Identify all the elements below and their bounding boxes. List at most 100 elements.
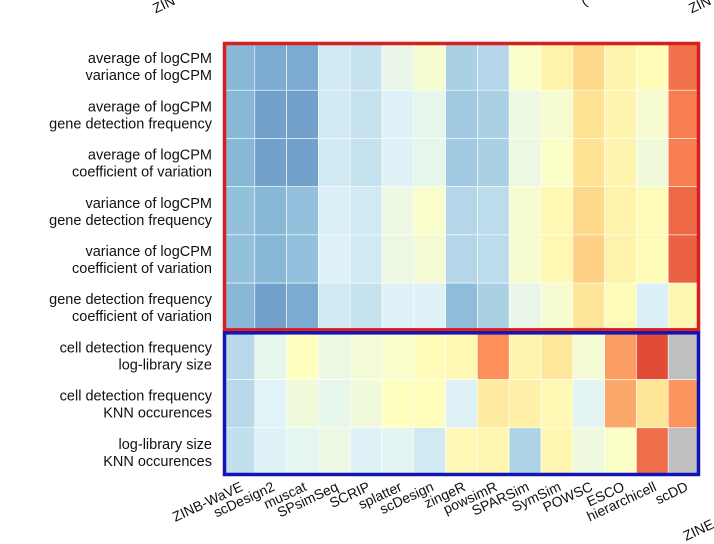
heatmap-cell-r3-c12 [604,186,637,236]
row-label-8-line-2: KNN occurences [103,454,212,470]
heatmap-cell-r0-c12 [604,41,637,91]
heatmap-cell-r3-c11 [572,186,605,236]
group-outline-1 [222,41,701,332]
heatmap-cell-r0-c9 [508,41,542,91]
heatmap-cell-r6-c2 [286,331,319,380]
heatmap-cell-r8-c4 [349,427,383,477]
row-label-4-line-2: coefficient of variation [72,261,212,277]
heatmap-cell-r1-c5 [381,89,415,139]
heatmap-cell-r2-c6 [413,138,446,187]
heatmap-cell-r5-c0 [222,282,256,332]
heatmap-cell-r7-c11 [572,379,605,429]
heatmap-cell-r3-c2 [286,186,319,236]
heatmap-cell-r6-c13 [636,331,669,380]
heatmap-cell-r0-c2 [286,41,319,91]
heatmap-cell-r1-c3 [318,89,351,139]
heatmap-cell-r5-c13 [636,282,669,332]
heatmap-cell-r2-c12 [604,138,637,187]
heatmap-cell-r7-c5 [381,379,415,429]
heatmap-cell-r4-c8 [477,234,510,284]
row-label-7-line-1: cell detection frequency [60,389,213,405]
heatmap-cell-r1-c14 [667,89,701,139]
heatmap-cell-r3-c5 [381,186,415,236]
heatmap-cell-r4-c7 [445,234,478,284]
column-labels: ZINB-WaVEscDesign2muscatSPsimSeqSCRIPspl… [170,478,691,525]
heatmap-cell-r4-c3 [318,234,351,284]
heatmap-cell-r5-c3 [318,282,351,332]
heatmap-cell-r8-c12 [604,427,637,477]
heatmap-cell-r7-c9 [508,379,542,429]
row-label-7-line-2: KNN occurences [103,406,212,422]
heatmap-cell-r8-c2 [286,427,319,477]
heatmap-cell-r5-c2 [286,282,319,332]
heatmap-cell-r4-c12 [604,234,637,284]
heatmap-cell-r0-c5 [381,41,415,91]
heatmap-cell-r7-c1 [254,379,287,429]
heatmap-cell-r5-c10 [540,282,574,332]
heatmap-cell-r7-c3 [318,379,351,429]
heatmap-cell-r5-c9 [508,282,542,332]
heatmap-cell-r4-c11 [572,234,605,284]
heatmap-cell-r1-c4 [349,89,383,139]
heatmap-cell-r2-c5 [381,138,415,187]
heatmap-cell-r7-c6 [413,379,446,429]
heatmap-cell-r6-c12 [604,331,637,380]
row-label-5-line-2: coefficient of variation [72,309,212,325]
heatmap-cell-r8-c5 [381,427,415,477]
edge-label-bottom-right: ZINE [681,516,714,544]
heatmap-cell-r1-c12 [604,89,637,139]
heatmap-cell-r1-c7 [445,89,478,139]
heatmap-cell-r2-c4 [349,138,383,187]
heatmap-cell-r6-c5 [381,331,415,380]
heatmap-cell-r1-c13 [636,89,669,139]
heatmap-cells [222,41,701,477]
row-label-1-line-2: gene detection frequency [49,116,213,132]
heatmap-cell-r4-c5 [381,234,415,284]
heatmap-cell-r1-c9 [508,89,542,139]
row-label-0-line-2: variance of logCPM [85,68,212,84]
heatmap-cell-r8-c1 [254,427,287,477]
column-label-14: scDD [653,478,691,507]
heatmap-cell-r5-c11 [572,282,605,332]
row-label-5-line-1: gene detection frequency [49,292,213,308]
heatmap-cell-r5-c12 [604,282,637,332]
heatmap-cell-r4-c2 [286,234,319,284]
heatmap-cell-r0-c4 [349,41,383,91]
heatmap-cell-r2-c0 [222,138,256,187]
heatmap-cell-r7-c8 [477,379,510,429]
heatmap-cell-r4-c4 [349,234,383,284]
heatmap-cell-r6-c0 [222,331,256,380]
row-label-2-line-1: average of logCPM [88,148,212,164]
heatmap-cell-r3-c8 [477,186,510,236]
group-outlines [222,41,701,477]
row-label-3-line-1: variance of logCPM [85,196,212,212]
heatmap-cell-r1-c0 [222,89,256,139]
heatmap-cell-r2-c13 [636,138,669,187]
heatmap-cell-r6-c11 [572,331,605,380]
heatmap-cell-r4-c0 [222,234,256,284]
heatmap-cell-r2-c14 [667,138,701,187]
edge-label-top-left: ZIN [150,0,177,16]
heatmap-cell-r6-c4 [349,331,383,380]
heatmap-cell-r5-c6 [413,282,446,332]
heatmap-cell-r3-c1 [254,186,287,236]
heatmap-cell-r2-c3 [318,138,351,187]
heatmap-cell-r8-c10 [540,427,574,477]
heatmap-cell-r2-c2 [286,138,319,187]
heatmap-cell-r7-c0 [222,379,256,429]
heatmap-cell-r7-c2 [286,379,319,429]
heatmap-cell-r6-c9 [508,331,542,380]
heatmap-cell-r2-c10 [540,138,574,187]
heatmap-cell-r2-c1 [254,138,287,187]
heatmap-cell-r7-c10 [540,379,574,429]
heatmap-cell-r0-c11 [572,41,605,91]
heatmap-cell-r6-c6 [413,331,446,380]
heatmap-cell-r3-c3 [318,186,351,236]
heatmap-cell-r6-c8 [477,331,510,380]
heatmap-cell-r6-c3 [318,331,351,380]
heatmap-cell-r1-c6 [413,89,446,139]
heatmap-cell-r8-c8 [477,427,510,477]
heatmap-cell-r3-c0 [222,186,256,236]
heatmap-cell-r4-c1 [254,234,287,284]
heatmap-cell-r2-c11 [572,138,605,187]
